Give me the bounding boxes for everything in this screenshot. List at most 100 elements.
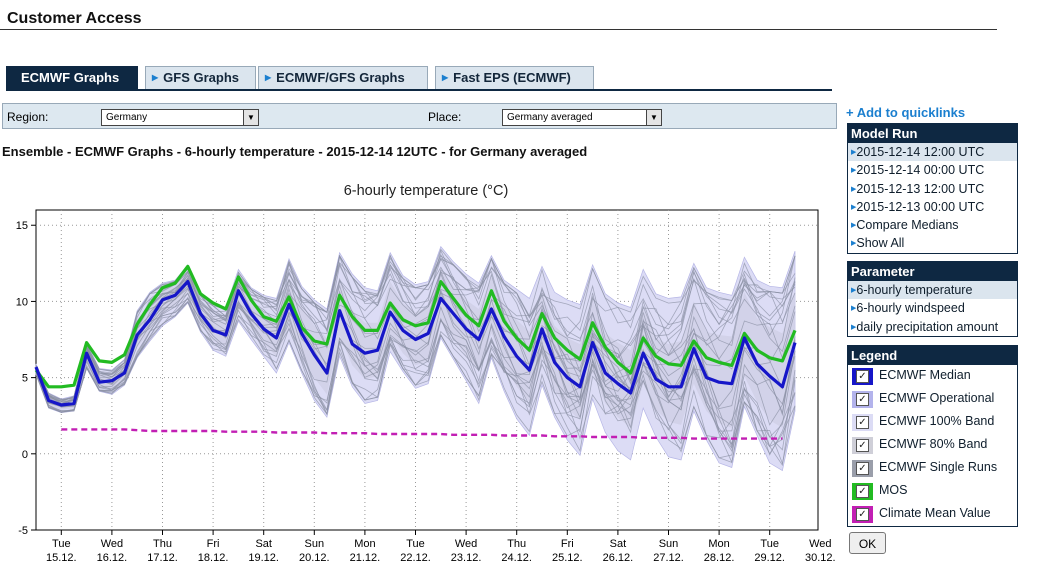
legend-checkbox[interactable]: ✓ [856, 370, 869, 383]
parameter-item[interactable]: ▶6-hourly windspeed [848, 299, 1017, 317]
tab-ecmwf-graphs[interactable]: ECMWF Graphs [6, 66, 138, 89]
tab-label: ECMWF Graphs [21, 70, 120, 85]
filter-bar: Region: Germany ▼ Place: Germany average… [2, 103, 837, 129]
single-run-line [35, 254, 796, 414]
x-tick-date: 25.12. [552, 552, 583, 564]
x-tick-date: 26.12. [603, 552, 634, 564]
x-tick-day: Mon [354, 538, 375, 550]
chevron-down-icon[interactable]: ▼ [243, 110, 258, 125]
triangle-right-icon: ▶ [851, 149, 857, 156]
parameter-item[interactable]: ▶daily precipitation amount [848, 318, 1017, 336]
triangle-right-icon: ▶ [265, 73, 272, 82]
legend-label: ECMWF Operational [879, 391, 995, 405]
legend-label: MOS [879, 483, 908, 497]
legend-label: ECMWF Median [879, 368, 971, 382]
triangle-right-icon: ▶ [851, 240, 857, 248]
legend-checkbox[interactable]: ✓ [856, 485, 869, 498]
x-tick-date: 18.12. [198, 552, 229, 564]
place-select-value: Germany averaged [507, 112, 593, 123]
x-tick-day: Wed [809, 538, 831, 550]
legend-label: ECMWF Single Runs [879, 460, 998, 474]
triangle-right-icon: ▶ [851, 287, 857, 294]
model-run-item[interactable]: ▶Show All [848, 234, 1017, 252]
legend-item: ✓ ECMWF Single Runs [848, 457, 1017, 480]
ok-button[interactable]: OK [849, 532, 886, 554]
chart-title: 6-hourly temperature (°C) [344, 183, 509, 199]
y-tick-label: 5 [22, 373, 28, 385]
x-tick-date: 15.12. [46, 552, 77, 564]
x-tick-day: Sat [610, 538, 627, 550]
legend-heading: Legend [848, 346, 1017, 365]
page-subtitle: Ensemble - ECMWF Graphs - 6-hourly tempe… [2, 144, 588, 159]
y-tick-label: 10 [16, 296, 28, 308]
x-tick-date: 17.12. [147, 552, 178, 564]
legend-checkbox[interactable]: ✓ [856, 416, 869, 429]
legend-panel: Legend ✓ ECMWF Median ✓ ECMWF Operational ✓ E… [847, 345, 1018, 527]
model-run-item[interactable]: ▶2015-12-13 12:00 UTC [848, 180, 1017, 198]
x-tick-day: Fri [561, 538, 574, 550]
model-run-item[interactable]: ▶2015-12-13 00:00 UTC [848, 198, 1017, 216]
single-run-line [35, 272, 796, 465]
single-run-line [35, 254, 796, 453]
chevron-down-icon[interactable]: ▼ [646, 110, 661, 125]
place-select[interactable]: Germany averaged ▼ [502, 109, 662, 126]
temperature-chart: 6-hourly temperature (°C) -5 0 5 10 15 Tue 15… [16, 183, 836, 564]
region-select-value: Germany [106, 112, 148, 123]
triangle-right-icon: ▶ [851, 222, 857, 230]
x-tick-day: Thu [153, 538, 172, 550]
x-tick-day: Fri [207, 538, 220, 550]
tab-label: Fast EPS (ECMWF) [453, 70, 571, 85]
parameter-item[interactable]: ▶6-hourly temperature [848, 281, 1017, 300]
place-label: Place: [428, 110, 462, 124]
triangle-right-icon: ▶ [851, 185, 857, 193]
model-run-item-label: 2015-12-13 12:00 UTC [856, 181, 985, 196]
legend-label: ECMWF 80% Band [879, 437, 988, 451]
single-run-line [35, 284, 796, 449]
mos-line [34, 264, 797, 389]
legend-item: ✓ ECMWF 100% Band [848, 411, 1017, 434]
legend-checkbox[interactable]: ✓ [856, 393, 869, 406]
x-tick-day: Sun [305, 538, 325, 550]
x-tick-day: Wed [455, 538, 477, 550]
y-axis: -5 0 5 10 15 [16, 220, 36, 537]
ecmwf-median-line [34, 280, 797, 407]
x-tick-date: 21.12. [350, 552, 381, 564]
triangle-right-icon: ▶ [851, 167, 857, 175]
band-80-layer [36, 267, 795, 428]
legend-item: ✓ ECMWF 80% Band [848, 434, 1017, 457]
x-tick-day: Sun [659, 538, 679, 550]
tab-fast-eps[interactable]: ▶ Fast EPS (ECMWF) [435, 66, 594, 89]
single-runs-layer [35, 248, 796, 467]
y-tick-label: 0 [22, 449, 28, 461]
triangle-right-icon: ▶ [442, 73, 449, 82]
triangle-right-icon: ▶ [851, 305, 857, 313]
title-divider [0, 29, 997, 30]
x-tick-day: Wed [101, 538, 123, 550]
model-run-item[interactable]: ▶2015-12-14 00:00 UTC [848, 161, 1017, 179]
model-run-item-label: Show All [856, 236, 905, 251]
model-run-panel: Model Run ▶2015-12-14 12:00 UTC ▶2015-12-… [847, 123, 1018, 254]
single-run-line [35, 278, 796, 464]
legend-item: ✓ MOS [848, 480, 1017, 503]
y-tick-label: 15 [16, 220, 28, 232]
model-run-item[interactable]: ▶Compare Medians [848, 216, 1017, 234]
tab-underline [6, 89, 832, 91]
x-tick-date: 27.12. [653, 552, 684, 564]
x-tick-date: 30.12. [805, 552, 836, 564]
region-select[interactable]: Germany ▼ [101, 109, 259, 126]
single-run-line [35, 255, 796, 453]
tab-label: GFS Graphs [163, 70, 240, 85]
parameter-heading: Parameter [848, 262, 1017, 281]
model-run-item-label: 2015-12-14 12:00 UTC [856, 145, 985, 159]
single-run-line [35, 255, 796, 412]
legend-label: Climate Mean Value [879, 506, 991, 520]
legend-checkbox[interactable]: ✓ [856, 439, 869, 452]
tab-gfs-graphs[interactable]: ▶ GFS Graphs [145, 66, 256, 89]
add-to-quicklinks-link[interactable]: + Add to quicklinks [846, 105, 966, 120]
legend-checkbox[interactable]: ✓ [856, 508, 869, 521]
tab-ecmwf-gfs-graphs[interactable]: ▶ ECMWF/GFS Graphs [258, 66, 428, 89]
triangle-right-icon: ▶ [152, 73, 159, 82]
legend-checkbox[interactable]: ✓ [856, 462, 869, 475]
model-run-item[interactable]: ▶2015-12-14 12:00 UTC [848, 143, 1017, 162]
parameter-panel: Parameter ▶6-hourly temperature ▶6-hourly… [847, 261, 1018, 337]
